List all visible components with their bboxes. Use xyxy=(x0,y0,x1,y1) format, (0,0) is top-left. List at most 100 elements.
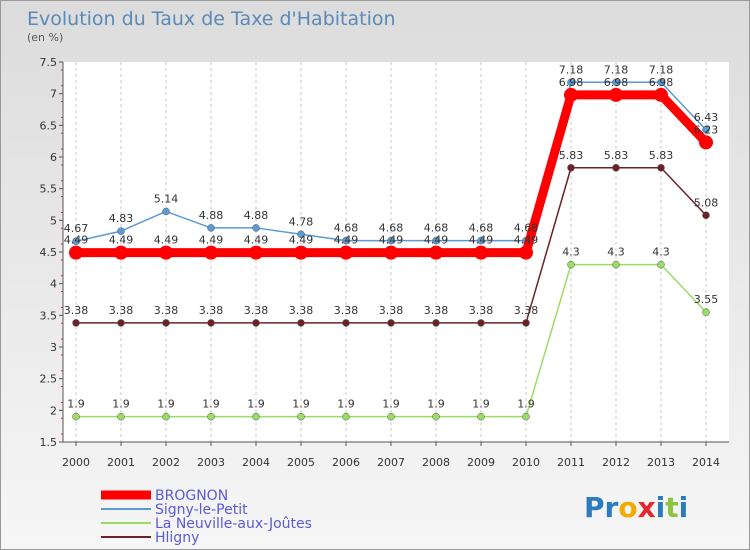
x-tick-label: 2011 xyxy=(557,456,585,469)
data-point xyxy=(474,245,488,260)
y-tick-label: 3 xyxy=(50,341,57,354)
data-point xyxy=(432,236,440,245)
data-point xyxy=(654,87,668,102)
x-tick-label: 2010 xyxy=(512,456,540,469)
x-tick-label: 2001 xyxy=(107,456,135,469)
data-label: 3.55 xyxy=(694,293,719,306)
data-label: 1.9 xyxy=(202,398,220,411)
data-point xyxy=(297,412,305,421)
x-tick-label: 2007 xyxy=(377,456,405,469)
data-label: 4.49 xyxy=(154,234,179,247)
data-point xyxy=(519,245,533,260)
data-label: 3.38 xyxy=(64,304,89,317)
data-label: 4.68 xyxy=(424,222,449,235)
data-label: 3.38 xyxy=(289,304,314,317)
data-labels: 4.49 4.49 4.49 4.49 4.49 4.49 4.49 4.49 4.49 4.49… xyxy=(64,63,719,410)
data-point xyxy=(252,412,260,421)
data-point xyxy=(207,412,215,421)
y-tick-label: 6 xyxy=(50,151,57,164)
data-label: 4.68 xyxy=(469,222,494,235)
data-label: 6.98 xyxy=(649,76,674,89)
data-label: 4.49 xyxy=(199,234,224,247)
data-point xyxy=(522,412,530,421)
data-point xyxy=(522,319,530,327)
data-point xyxy=(72,412,80,421)
data-point xyxy=(297,319,305,327)
logo-part-i2: i xyxy=(679,491,689,524)
data-point xyxy=(204,245,218,260)
data-label: 1.9 xyxy=(112,398,130,411)
data-point xyxy=(612,164,620,172)
legend-label: Signy-le-Petit xyxy=(155,502,248,518)
data-point xyxy=(117,227,125,235)
data-label: 4.67 xyxy=(64,222,89,235)
data-point xyxy=(609,87,623,102)
data-label: 5.14 xyxy=(154,192,179,205)
data-point xyxy=(117,319,125,327)
x-tick-label: 2006 xyxy=(332,456,360,469)
data-label: 4.49 xyxy=(424,234,449,247)
data-label: 5.08 xyxy=(694,196,719,209)
axes: 1.5 2 2.5 3 3.5 4 4.5 5 5.5 6 6.5 7 7.5 2000 2001 2002 2… xyxy=(40,56,729,469)
proxiti-logo: Proxiti xyxy=(584,491,688,524)
legend-label: BROGNON xyxy=(155,488,228,504)
y-tick-label: 1.5 xyxy=(40,436,58,449)
y-tick-label: 5 xyxy=(50,214,57,227)
data-point xyxy=(252,224,260,232)
data-label: 1.9 xyxy=(427,398,445,411)
data-label: 4.88 xyxy=(199,209,224,222)
data-point xyxy=(72,319,80,327)
data-point xyxy=(294,245,308,260)
data-label: 1.9 xyxy=(67,398,85,411)
x-tick-label: 2014 xyxy=(692,456,720,469)
data-point xyxy=(117,412,125,421)
x-tick-label: 2008 xyxy=(422,456,450,469)
data-point xyxy=(432,319,440,327)
x-tick-label: 2013 xyxy=(647,456,675,469)
data-label: 5.83 xyxy=(604,149,629,162)
y-tick-label: 6.5 xyxy=(40,119,58,132)
logo-part-i: i xyxy=(656,491,666,524)
data-point xyxy=(564,87,578,102)
data-label: 4.3 xyxy=(652,246,670,259)
data-point xyxy=(252,319,260,327)
data-point xyxy=(342,412,350,421)
data-label: 4.49 xyxy=(469,234,494,247)
legend-label: Hligny xyxy=(155,530,199,546)
data-point xyxy=(69,245,83,260)
data-label: 1.9 xyxy=(157,398,175,411)
data-point xyxy=(612,260,620,269)
data-label: 7.18 xyxy=(559,63,584,76)
data-point xyxy=(699,135,713,150)
data-point xyxy=(384,245,398,260)
logo-part-o: o xyxy=(618,491,637,524)
data-point xyxy=(657,78,665,87)
data-point xyxy=(657,260,665,269)
data-label: 4.3 xyxy=(562,246,580,259)
data-point xyxy=(702,211,710,220)
data-label: 5.83 xyxy=(559,149,584,162)
y-tick-label: 5.5 xyxy=(40,183,58,196)
data-label: 4.49 xyxy=(514,234,539,247)
data-point xyxy=(567,78,575,87)
data-point xyxy=(162,207,170,216)
data-label: 3.38 xyxy=(379,304,404,317)
data-point xyxy=(477,236,485,245)
data-label: 4.49 xyxy=(379,234,404,247)
data-point xyxy=(387,412,395,421)
svg-text:Proxiti: Proxiti xyxy=(584,491,688,524)
data-label: 3.38 xyxy=(244,304,269,317)
data-label: 3.38 xyxy=(469,304,494,317)
chart-title: Evolution du Taux de Taxe d'Habitation xyxy=(27,8,396,30)
data-point xyxy=(432,412,440,421)
data-point xyxy=(387,319,395,327)
data-point xyxy=(702,308,710,316)
data-label: 1.9 xyxy=(247,398,265,411)
data-label: 6.23 xyxy=(694,123,719,136)
data-point xyxy=(702,126,710,134)
data-label: 3.38 xyxy=(199,304,224,317)
data-label: 4.49 xyxy=(244,234,269,247)
